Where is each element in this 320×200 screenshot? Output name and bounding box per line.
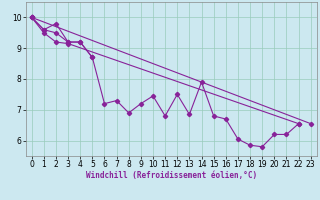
X-axis label: Windchill (Refroidissement éolien,°C): Windchill (Refroidissement éolien,°C): [86, 171, 257, 180]
